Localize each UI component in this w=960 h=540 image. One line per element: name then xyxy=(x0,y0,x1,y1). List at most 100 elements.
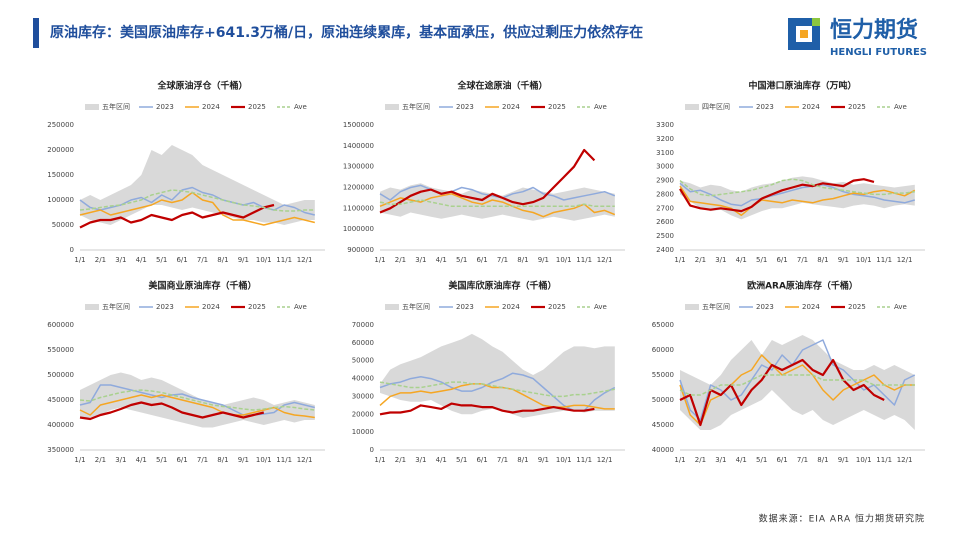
x-tick-label: 6/1 xyxy=(176,256,187,264)
x-tick-label: 3/1 xyxy=(715,456,726,464)
x-tick-label: 2/1 xyxy=(95,256,106,264)
x-tick-label: 5/1 xyxy=(756,456,767,464)
y-tick-label: 0 xyxy=(70,246,74,254)
legend-label: 2025 xyxy=(248,303,266,311)
y-tick-label: 60000 xyxy=(352,339,374,347)
chart-panel: 全球原油浮仓（千桶） 0 50000 100000 150000 200000 250000… xyxy=(47,80,325,264)
legend-label: 2024 xyxy=(202,103,220,111)
x-tick-label: 8/1 xyxy=(217,256,228,264)
x-tick-label: 3/1 xyxy=(415,256,426,264)
x-tick-label: 7/1 xyxy=(497,256,508,264)
y-tick-label: 350000 xyxy=(47,446,74,454)
legend-label: 四年区间 xyxy=(702,102,730,111)
series-line xyxy=(79,384,315,416)
x-tick-label: 6/1 xyxy=(176,456,187,464)
y-tick-label: 400000 xyxy=(47,421,74,429)
x-tick-label: 11/1 xyxy=(576,256,592,264)
x-tick-label: 7/1 xyxy=(797,256,808,264)
x-tick-label: 1/1 xyxy=(374,256,385,264)
x-tick-label: 5/1 xyxy=(756,256,767,264)
series-line xyxy=(379,148,596,214)
legend-label: 2025 xyxy=(848,103,866,111)
y-tick-label: 10000 xyxy=(352,428,374,436)
legend-swatch xyxy=(85,104,99,110)
series-line xyxy=(379,381,615,398)
y-tick-label: 50000 xyxy=(52,221,74,229)
x-tick-label: 4/1 xyxy=(736,256,747,264)
y-tick-label: 3300 xyxy=(656,121,674,129)
x-tick-label: 12/1 xyxy=(297,256,313,264)
chart-title: 中国港口原油库存（万吨） xyxy=(748,80,856,92)
y-tick-label: 1200000 xyxy=(343,184,374,192)
x-tick-label: 12/1 xyxy=(597,456,613,464)
y-tick-label: 2700 xyxy=(656,204,674,212)
series-line xyxy=(379,402,595,416)
x-tick-label: 2/1 xyxy=(695,256,706,264)
legend-swatch xyxy=(685,304,699,310)
series-line xyxy=(679,374,915,396)
x-tick-label: 9/1 xyxy=(238,456,249,464)
y-tick-label: 1400000 xyxy=(343,142,374,150)
x-tick-label: 3/1 xyxy=(115,256,126,264)
legend-label: 五年区间 xyxy=(702,302,730,311)
x-tick-label: 7/1 xyxy=(497,456,508,464)
chart-title: 美国库欣原油库存（千桶） xyxy=(448,280,556,292)
y-tick-label: 1500000 xyxy=(343,121,374,129)
x-tick-label: 10/1 xyxy=(256,256,272,264)
chart-panel: 美国库欣原油库存（千桶） 0 10000 20000 30000 40000 50000 60… xyxy=(352,280,625,464)
series-line xyxy=(379,199,615,208)
x-tick-label: 5/1 xyxy=(456,456,467,464)
x-tick-label: 7/1 xyxy=(797,456,808,464)
logo-icon-corner xyxy=(812,18,820,26)
x-tick-label: 1/1 xyxy=(374,456,385,464)
x-tick-label: 10/1 xyxy=(256,456,272,464)
y-tick-label: 150000 xyxy=(47,171,74,179)
x-tick-label: 6/1 xyxy=(776,256,787,264)
logo-icon-dot xyxy=(800,30,808,38)
legend-swatch xyxy=(85,304,99,310)
logo-cn: 恒力期货 xyxy=(830,17,918,43)
series-line xyxy=(79,191,315,226)
x-tick-label: 4/1 xyxy=(136,456,147,464)
y-tick-label: 200000 xyxy=(47,146,74,154)
x-tick-label: 5/1 xyxy=(156,256,167,264)
legend-label: 五年区间 xyxy=(402,302,430,311)
x-tick-label: 4/1 xyxy=(136,256,147,264)
range-band xyxy=(380,333,615,418)
x-tick-label: 1/1 xyxy=(674,456,685,464)
series-line xyxy=(379,383,615,410)
legend-label: Ave xyxy=(594,103,607,111)
y-tick-label: 3000 xyxy=(656,163,674,171)
series-line xyxy=(679,185,916,217)
logo-en: HENGLI FUTURES xyxy=(830,47,927,58)
y-tick-label: 2400 xyxy=(656,246,674,254)
chart-panel: 全球在途原油（千桶） 900000 1000000 1100000 1200000 130… xyxy=(343,80,625,264)
chart-title: 全球在途原油（千桶） xyxy=(456,80,547,92)
y-tick-label: 500000 xyxy=(47,371,74,379)
x-tick-label: 2/1 xyxy=(695,456,706,464)
series-line xyxy=(79,401,265,421)
header-bar xyxy=(33,18,39,48)
x-tick-label: 11/1 xyxy=(876,456,892,464)
y-tick-label: 1300000 xyxy=(343,163,374,171)
x-tick-label: 10/1 xyxy=(556,456,572,464)
x-tick-label: 9/1 xyxy=(538,256,549,264)
x-tick-label: 7/1 xyxy=(197,256,208,264)
series-line xyxy=(79,389,315,411)
series-line xyxy=(679,182,915,207)
legend-label: Ave xyxy=(894,103,907,111)
legend-swatch xyxy=(385,304,399,310)
y-tick-label: 60000 xyxy=(652,346,674,354)
x-tick-label: 8/1 xyxy=(817,456,828,464)
chart-panel: 欧洲ARA原油库存（千桶） 40000 45000 50000 55000 60000 65… xyxy=(652,280,925,464)
x-tick-label: 10/1 xyxy=(856,456,872,464)
legend-label: 2023 xyxy=(756,103,774,111)
series-line xyxy=(679,339,916,421)
x-tick-label: 8/1 xyxy=(517,456,528,464)
x-tick-label: 9/1 xyxy=(238,256,249,264)
range-band xyxy=(680,335,915,430)
series-line xyxy=(679,178,915,197)
source-note: 数据来源：EIA ARA 恒力期货研究院 xyxy=(759,513,925,525)
x-tick-label: 11/1 xyxy=(276,256,292,264)
x-tick-label: 1/1 xyxy=(74,456,85,464)
